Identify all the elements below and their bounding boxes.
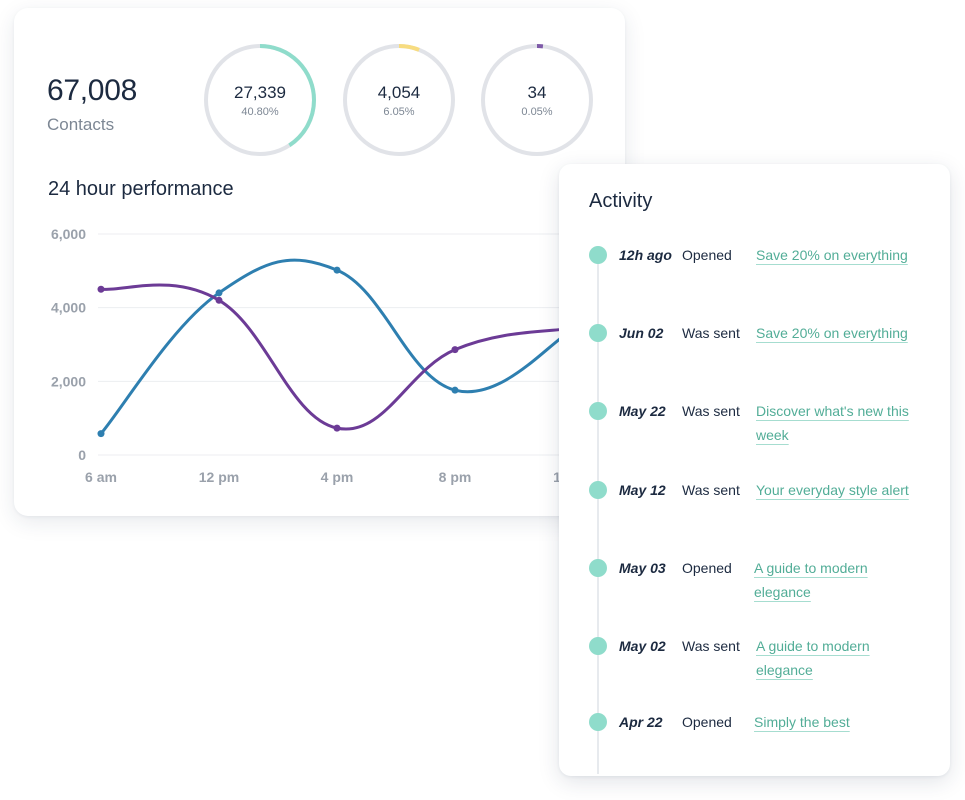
- x-tick-label: 6 am: [85, 469, 117, 485]
- ring-chart-1: [204, 44, 316, 156]
- activity-action: Was sent: [682, 638, 740, 654]
- activity-campaign-link[interactable]: Save 20% on everything: [756, 321, 931, 345]
- ring-chart-2: [343, 44, 455, 156]
- x-tick-label: 8 pm: [439, 469, 472, 485]
- ring-progress-arc: [481, 44, 593, 156]
- ring-progress-arc: [204, 44, 316, 156]
- activity-date: Apr 22: [619, 714, 663, 730]
- x-tick-label: 12 pm: [199, 469, 239, 485]
- data-point-blue: [215, 289, 223, 297]
- activity-link-text[interactable]: Your everyday style alert: [756, 482, 909, 498]
- data-point-purple: [97, 285, 105, 293]
- activity-link-text[interactable]: Save 20% on everything: [756, 247, 908, 263]
- activity-link-text[interactable]: Save 20% on everything: [756, 325, 908, 341]
- y-tick-label: 2,000: [51, 373, 86, 389]
- activity-link-text[interactable]: A guide to modern elegance: [756, 638, 870, 678]
- chart-title: 24 hour performance: [48, 178, 234, 200]
- activity-action: Was sent: [682, 325, 740, 341]
- activity-action: Opened: [682, 560, 732, 576]
- activity-action: Was sent: [682, 403, 740, 419]
- ring-chart-3: [481, 44, 593, 156]
- activity-date: May 12: [619, 482, 666, 498]
- activity-campaign-link[interactable]: A guide to modern elegance: [756, 634, 906, 682]
- data-point-purple: [333, 424, 341, 432]
- ring-stat-2: 4,054 6.05%: [343, 44, 455, 156]
- data-point-purple: [451, 346, 459, 354]
- timeline-dot-icon: [589, 324, 607, 342]
- activity-action: Was sent: [682, 482, 740, 498]
- timeline-dot-icon: [589, 559, 607, 577]
- activity-campaign-link[interactable]: Discover what's new this week: [756, 399, 931, 447]
- activity-date: Jun 02: [619, 325, 664, 341]
- activity-campaign-link[interactable]: A guide to modern elegance: [754, 556, 904, 604]
- ring-value: 4,054: [377, 83, 421, 102]
- activity-link-text[interactable]: A guide to modern elegance: [754, 560, 868, 600]
- y-tick-label: 4,000: [51, 300, 86, 316]
- ring-percent: 0.05%: [521, 106, 553, 118]
- x-tick-label: 4 pm: [321, 469, 354, 485]
- activity-link-text[interactable]: Discover what's new this week: [756, 403, 909, 443]
- activity-card: Activity 12h ago Opened Save 20% on ever…: [559, 164, 950, 776]
- series-line-purple: [99, 283, 575, 431]
- activity-date: May 02: [619, 638, 666, 654]
- data-point-blue: [333, 266, 341, 274]
- activity-action: Opened: [682, 714, 732, 730]
- y-tick-label: 6,000: [51, 226, 86, 242]
- contacts-count: 67,008: [47, 74, 137, 107]
- data-point-purple: [215, 296, 223, 304]
- timeline-dot-icon: [589, 637, 607, 655]
- timeline-dot-icon: [589, 402, 607, 420]
- ring-stat-3: 34 0.05%: [481, 44, 593, 156]
- contacts-label: Contacts: [47, 115, 115, 134]
- activity-date: May 22: [619, 403, 666, 419]
- activity-title: Activity: [589, 190, 653, 212]
- ring-stat-1: 27,339 40.80%: [204, 44, 316, 156]
- activity-action: Opened: [682, 247, 732, 263]
- stats-card: 67,008 Contacts 27,339 40.80% 4,054 6.05…: [14, 8, 625, 516]
- activity-campaign-link[interactable]: Simply the best: [754, 710, 929, 734]
- activity-campaign-link[interactable]: Save 20% on everything: [756, 243, 931, 267]
- timeline-line: [597, 254, 599, 774]
- ring-progress-arc: [343, 44, 455, 156]
- data-point-blue: [451, 386, 459, 394]
- activity-campaign-link[interactable]: Your everyday style alert: [756, 478, 936, 502]
- timeline-dot-icon: [589, 713, 607, 731]
- activity-date: May 03: [619, 560, 666, 576]
- ring-percent: 40.80%: [241, 106, 279, 118]
- ring-value: 27,339: [234, 83, 286, 102]
- timeline-dot-icon: [589, 246, 607, 264]
- ring-percent: 6.05%: [383, 106, 415, 118]
- ring-value: 34: [527, 83, 547, 102]
- activity-date: 12h ago: [619, 247, 672, 263]
- data-point-blue: [97, 430, 105, 438]
- y-tick-label: 0: [78, 447, 86, 463]
- timeline-dot-icon: [589, 481, 607, 499]
- activity-link-text[interactable]: Simply the best: [754, 714, 850, 730]
